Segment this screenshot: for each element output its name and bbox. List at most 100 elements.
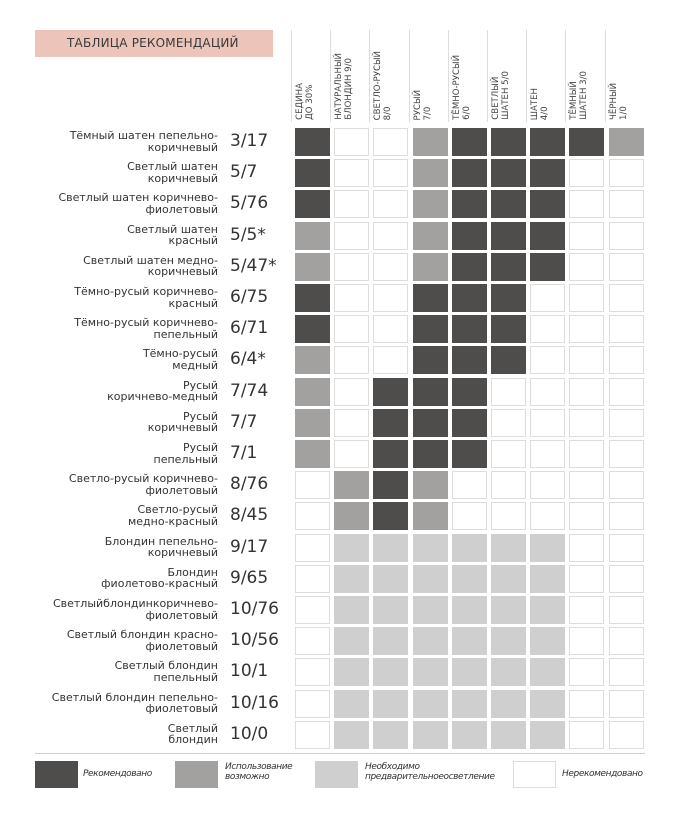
recommendation-cell [334,284,370,312]
text-line: коричневый [147,140,218,154]
recommendation-cell [491,720,526,749]
text-line: СЕДИНА [295,83,305,120]
text-line: Использование [225,762,293,772]
recommendation-cell [451,596,487,624]
recommendation-cell [373,221,409,250]
recommendation-cell [569,720,605,749]
text-line: 4/0 [540,106,551,120]
text-line: Светлый шатен медно- [83,253,218,267]
recommendation-cell [373,128,409,156]
recommendation-cell [608,159,644,188]
recommendation-cell [334,658,370,687]
recommendation-cell [530,564,566,593]
shade-code: 5/5* [230,224,266,245]
text-line: СВЕТЛО-РУСЫЙ [373,50,384,120]
shade-name: Светлый блондин [0,723,218,746]
shade-name: Светлый блондин пепельно-фиолетовый [0,690,218,715]
shade-name: Светло-русый коричнево-фиолетовый [0,473,218,496]
shade-name: Светлый шатен коричнево-фиолетовый [0,192,218,215]
recommendation-cell [412,471,448,500]
recommendation-cell [451,627,487,656]
text-line: коричневый [147,546,218,560]
recommendation-cell [608,533,644,562]
recommendation-cell [412,440,448,468]
recommendation-cell [373,377,409,406]
recommendation-cell [491,377,526,406]
text-line: Светлый блондин пепельно- [51,690,218,704]
shade-name: Тёмно-русый медный [0,348,218,371]
recommendation-cell [530,408,566,437]
column-header: НАТУРАЛЬНЫЙ БЛОНДИН 9/0 [330,30,370,122]
text-line: пепельный [153,327,218,341]
shade-name: Блондин фиолетово-красный [0,567,218,590]
recommendation-cell [412,502,448,531]
text-line: Светлый шатен коричнево- [58,191,218,205]
recommendation-cell [373,689,409,718]
recommendation-cell [491,128,526,156]
recommendation-cell [608,284,644,312]
recommendation-cell [334,596,370,624]
recommendation-cell [373,658,409,687]
recommendation-cell [373,564,409,593]
shade-code: 6/71 [230,318,269,339]
recommendation-cell [491,471,526,500]
text-line: НАТУРАЛЬНЫЙ [334,53,345,120]
recommendation-cell [295,221,330,250]
recommendation-cell [569,627,605,656]
text-line: медно-красный [127,514,218,528]
text-line: красный [168,296,218,310]
recommendation-cell [334,346,370,375]
shade-name: Светлый шатен красный [0,223,218,247]
recommendation-cell [569,533,605,562]
shade-code: 5/7 [230,162,258,183]
recommendation-cell [530,284,566,312]
recommendation-cell [569,221,605,250]
recommendation-cell [491,408,526,437]
text-line: медный [172,358,218,372]
shade-code: 9/65 [230,567,269,588]
text-line: Тёмно-русый [142,347,218,361]
recommendation-cell [569,284,605,312]
column-header-label: РУСЫЙ 7/0 [413,90,433,120]
column-header: ШАТЕН 4/0 [526,30,566,122]
recommendation-cell [491,502,526,531]
recommendation-cell [530,689,566,718]
recommendation-cell [295,346,330,375]
shade-code: 9/17 [230,536,269,557]
recommendation-cell [334,190,370,219]
shade-name: Светлый шатен медно-коричневый [0,255,218,278]
legend-divider [35,753,645,754]
recommendation-cell [412,596,448,624]
text-line: Рекомендовано [83,769,152,779]
shade-code: 10/16 [230,692,279,713]
column-header-label: ТЁМНО-РУСЫЙ 6/0 [452,55,472,120]
shade-name: Тёмно-русый коричнево-красный [0,286,218,309]
text-line: фиолетовый [145,639,218,653]
recommendation-cell [373,440,409,468]
text-line: блондин [168,733,218,747]
recommendation-cell [569,252,605,281]
recommendation-cell [608,252,644,281]
text-line: ТЁМНЫЙ [569,81,580,120]
recommendation-cell [451,502,487,531]
recommendation-cell [295,440,330,468]
text-line: Тёмный шатен пепельно- [69,129,218,142]
recommendation-cell [569,190,605,219]
recommendation-cell [608,471,644,500]
text-line: коричневый [147,265,218,279]
recommendation-cell [412,720,448,749]
recommendation-cell [412,346,448,375]
text-line: Светло-русый [137,503,218,517]
recommendation-cell [530,627,566,656]
text-line: фиолетово-красный [101,577,218,591]
recommendation-cell [451,720,487,749]
text-line: Тёмно-русый коричнево- [74,285,218,298]
recommendation-cell [373,284,409,312]
column-header: СЕДИНА ДО 30% [291,30,331,122]
recommendation-cell [608,221,644,250]
recommendation-cell [295,627,330,656]
recommendation-cell [530,346,566,375]
recommendation-cell [608,128,644,156]
recommendation-cell [334,221,370,250]
recommendation-cell [295,471,330,500]
